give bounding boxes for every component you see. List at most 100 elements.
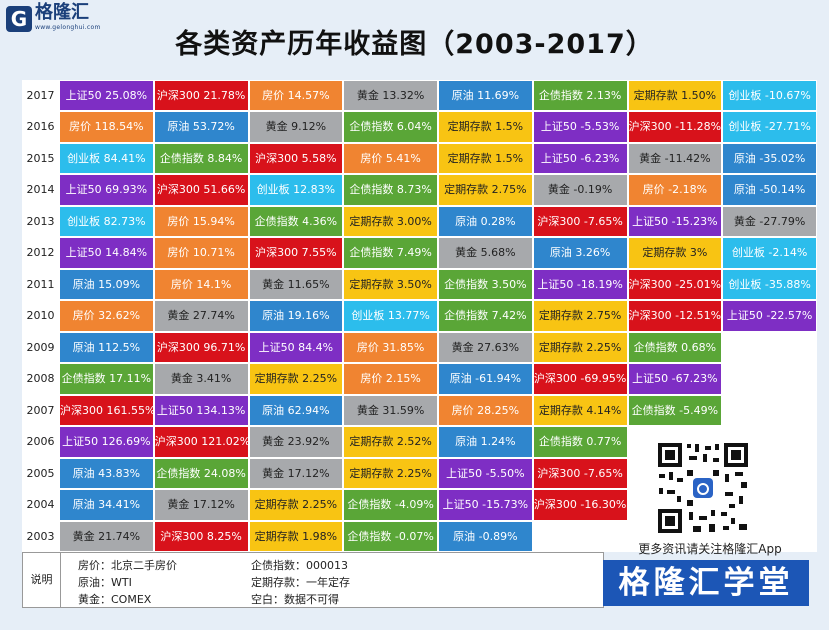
asset-cell: 原油 0.28% <box>438 205 533 238</box>
legend-item-crude-oil: 原油：WTI <box>78 576 132 589</box>
asset-cell: 原油 -50.14% <box>722 174 817 206</box>
year-label-2008: 2008 <box>26 372 55 386</box>
asset-cell: 创业板 12.83% <box>248 174 344 206</box>
legend-item-blank: 空白：数据不可得 <box>251 593 339 606</box>
asset-cell: 定期存款 2.25% <box>532 331 628 364</box>
asset-cell: 房价 32.62% <box>59 300 154 332</box>
asset-cell: 上证50 69.93% <box>59 174 154 206</box>
asset-cell: 房价 10.71% <box>153 237 249 269</box>
asset-cell: 黄金 3.41% <box>153 363 249 395</box>
asset-cell: 沪深300 51.66% <box>153 174 249 206</box>
asset-cell: 房价 14.1% <box>153 268 249 301</box>
logo-text: 格隆汇 www.gelonghui.com <box>35 2 101 32</box>
asset-cell: 原油 1.24% <box>438 426 533 458</box>
asset-cell: 上证50 84.4% <box>248 331 344 364</box>
asset-cell: 沪深300 161.55% <box>59 394 154 427</box>
asset-cell: 企债指数 -5.49% <box>627 394 723 427</box>
asset-cell: 沪深300 -25.01% <box>627 268 723 301</box>
brand-logo[interactable]: G 格隆汇 www.gelonghui.com <box>6 2 101 40</box>
asset-cell: 企债指数 7.49% <box>343 237 438 269</box>
asset-cell: 上证50 -5.53% <box>532 111 628 143</box>
asset-cell: 黄金 -0.19% <box>532 174 628 206</box>
asset-cell: 上证50 14.84% <box>59 237 154 269</box>
asset-cell: 黄金 27.63% <box>438 331 533 364</box>
asset-cell: 黄金 -27.79% <box>722 205 817 238</box>
asset-cell: 房价 31.85% <box>343 331 438 364</box>
asset-cell: 上证50 134.13% <box>153 394 249 427</box>
asset-cell: 企债指数 24.08% <box>153 457 249 490</box>
year-label-2016: 2016 <box>26 120 55 134</box>
asset-cell: 原油 112.5% <box>59 331 154 364</box>
year-label-2014: 2014 <box>26 183 55 197</box>
asset-cell: 原油 53.72% <box>153 111 249 143</box>
asset-cell: 企债指数 6.04% <box>343 111 438 143</box>
asset-cell: 定期存款 1.5% <box>438 111 533 143</box>
asset-cell: 企债指数 -4.09% <box>343 489 438 521</box>
asset-cell: 定期存款 3.00% <box>343 205 438 238</box>
asset-cell: 创业板 13.77% <box>343 300 438 332</box>
asset-cell: 上证50 -67.23% <box>627 363 723 395</box>
asset-cell: 上证50 -6.23% <box>532 142 628 175</box>
asset-cell: 黄金 9.12% <box>248 111 344 143</box>
asset-cell: 创业板 -2.14% <box>722 237 817 269</box>
year-label-2012: 2012 <box>26 246 55 260</box>
asset-cell: 黄金 17.12% <box>153 489 249 521</box>
asset-cell: 定期存款 2.25% <box>248 489 344 521</box>
asset-cell: 房价 28.25% <box>438 394 533 427</box>
legend-item-house-price: 房价：北京二手房价 <box>78 559 177 572</box>
blank-cell <box>722 394 817 427</box>
legend-item-bond-index: 企债指数：000013 <box>251 559 348 572</box>
blank-cell <box>722 363 817 395</box>
asset-cell: 定期存款 3% <box>627 237 723 269</box>
legend-item-deposit: 定期存款：一年定存 <box>251 576 350 589</box>
asset-cell: 上证50 126.69% <box>59 426 154 458</box>
blank-cell <box>532 520 628 552</box>
asset-cell: 房价 5.41% <box>343 142 438 175</box>
asset-cell: 创业板 84.41% <box>59 142 154 175</box>
asset-cell: 企债指数 2.13% <box>532 80 628 112</box>
asset-cell: 上证50 25.08% <box>59 80 154 112</box>
asset-cell: 沪深300 21.78% <box>153 80 249 112</box>
logo-g-icon: G <box>6 6 32 32</box>
promo-text: 更多资讯请关注格隆汇App <box>638 542 782 556</box>
asset-cell: 原油 19.16% <box>248 300 344 332</box>
asset-cell: 沪深300 -7.65% <box>532 205 628 238</box>
asset-cell: 沪深300 -12.51% <box>627 300 723 332</box>
asset-cell: 创业板 -35.88% <box>722 268 817 301</box>
asset-cell: 定期存款 1.50% <box>627 80 723 112</box>
asset-cell: 上证50 -5.50% <box>438 457 533 490</box>
asset-cell: 企债指数 17.11% <box>59 363 154 395</box>
asset-cell: 房价 118.54% <box>59 111 154 143</box>
year-label-2011: 2011 <box>26 277 55 291</box>
asset-cell: 企债指数 3.50% <box>438 268 533 301</box>
asset-cell: 定期存款 4.14% <box>532 394 628 427</box>
asset-cell: 沪深300 -16.30% <box>532 489 628 521</box>
asset-cell: 沪深300 121.02% <box>153 426 249 458</box>
asset-cell: 房价 14.57% <box>248 80 344 112</box>
asset-cell: 沪深300 -7.65% <box>532 457 628 490</box>
year-label-2006: 2006 <box>26 435 55 449</box>
asset-cell: 定期存款 1.5% <box>438 142 533 175</box>
asset-cell: 沪深300 8.25% <box>153 520 249 552</box>
legend-heading: 说明 <box>23 553 61 607</box>
asset-cell: 企债指数 8.73% <box>343 174 438 206</box>
brand-banner[interactable]: 格隆汇学堂 <box>603 560 809 606</box>
year-label-2007: 2007 <box>26 403 55 417</box>
asset-cell: 原油 -35.02% <box>722 142 817 175</box>
asset-cell: 黄金 -11.42% <box>627 142 723 175</box>
asset-cell: 沪深300 7.55% <box>248 237 344 269</box>
qr-code-icon[interactable] <box>653 438 753 538</box>
asset-cell: 定期存款 2.75% <box>532 300 628 332</box>
asset-cell: 黄金 31.59% <box>343 394 438 427</box>
asset-cell: 原油 -0.89% <box>438 520 533 552</box>
asset-cell: 黄金 11.65% <box>248 268 344 301</box>
asset-cell: 上证50 -22.57% <box>722 300 817 332</box>
asset-cell: 原油 -61.94% <box>438 363 533 395</box>
asset-cell: 原油 15.09% <box>59 268 154 301</box>
asset-cell: 黄金 27.74% <box>153 300 249 332</box>
page-title: 各类资产历年收益图（2003-2017） <box>175 29 654 60</box>
asset-cell: 定期存款 1.98% <box>248 520 344 552</box>
asset-cell: 创业板 -27.71% <box>722 111 817 143</box>
asset-cell: 黄金 5.68% <box>438 237 533 269</box>
asset-cell: 黄金 13.32% <box>343 80 438 112</box>
